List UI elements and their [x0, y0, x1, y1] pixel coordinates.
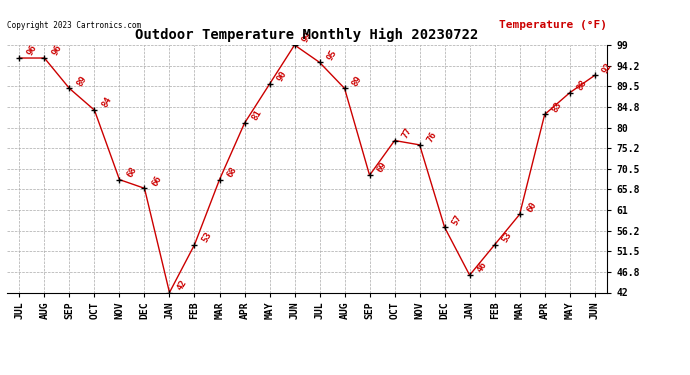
- Text: 53: 53: [200, 230, 213, 244]
- Text: 69: 69: [375, 160, 388, 174]
- Text: Temperature (°F): Temperature (°F): [499, 20, 607, 30]
- Text: 89: 89: [350, 74, 364, 88]
- Text: 88: 88: [575, 78, 589, 92]
- Text: 83: 83: [550, 100, 564, 114]
- Text: 68: 68: [125, 165, 138, 179]
- Text: Copyright 2023 Cartronics.com: Copyright 2023 Cartronics.com: [7, 21, 141, 30]
- Text: 89: 89: [75, 74, 88, 88]
- Text: 68: 68: [225, 165, 238, 179]
- Text: 81: 81: [250, 109, 264, 122]
- Text: 84: 84: [100, 96, 113, 109]
- Text: 57: 57: [450, 213, 464, 226]
- Text: 42: 42: [175, 278, 188, 292]
- Text: 90: 90: [275, 69, 288, 83]
- Text: 66: 66: [150, 174, 164, 188]
- Text: 96: 96: [25, 44, 38, 57]
- Title: Outdoor Temperature Monthly High 20230722: Outdoor Temperature Monthly High 2023072…: [135, 28, 479, 42]
- Text: 99: 99: [300, 30, 313, 44]
- Text: 95: 95: [325, 48, 338, 62]
- Text: 96: 96: [50, 44, 63, 57]
- Text: 46: 46: [475, 261, 489, 274]
- Text: 77: 77: [400, 126, 413, 140]
- Text: 76: 76: [425, 130, 438, 144]
- Text: 53: 53: [500, 230, 513, 244]
- Text: 60: 60: [525, 200, 538, 214]
- Text: 92: 92: [600, 61, 613, 75]
